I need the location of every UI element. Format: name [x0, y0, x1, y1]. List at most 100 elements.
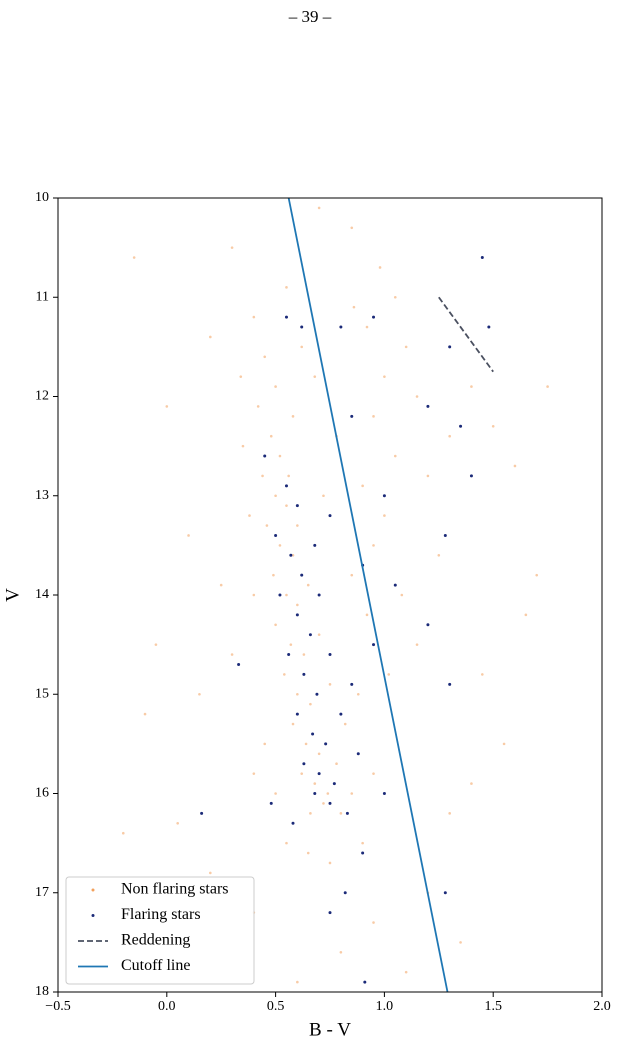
star-point: [313, 543, 317, 547]
star-point: [404, 970, 408, 974]
y-tick-label: 13: [35, 488, 49, 503]
star-point: [352, 305, 356, 309]
star-point: [365, 613, 369, 617]
star-point: [278, 544, 282, 547]
star-point: [313, 375, 317, 378]
star-point: [361, 841, 364, 845]
star-point: [317, 206, 321, 210]
star-point: [470, 385, 473, 388]
star-point: [350, 573, 354, 577]
star-point: [415, 643, 419, 646]
star-point: [278, 454, 282, 458]
star-point: [287, 474, 290, 478]
y-tick-label: 12: [35, 389, 49, 404]
star-point: [252, 593, 256, 597]
star-point: [317, 593, 321, 597]
star-point: [256, 405, 260, 408]
star-point: [328, 653, 332, 657]
y-tick-label: 10: [35, 190, 49, 205]
star-point: [328, 683, 332, 686]
star-point: [209, 335, 212, 339]
star-point: [426, 623, 430, 627]
star-point: [326, 792, 330, 795]
star-point: [302, 762, 306, 766]
star-point: [289, 643, 293, 646]
y-tick-label: 18: [35, 984, 49, 999]
star-point: [332, 782, 336, 786]
star-point: [165, 405, 169, 408]
star-point: [284, 484, 288, 488]
star-point: [296, 603, 299, 607]
star-point: [311, 732, 315, 736]
star-point: [315, 692, 319, 696]
star-point: [302, 672, 306, 676]
star-point: [317, 772, 321, 776]
star-point: [404, 345, 408, 349]
x-tick-label: 1.0: [376, 999, 394, 1014]
star-point: [524, 613, 528, 617]
star-point: [400, 593, 404, 597]
y-tick-label: 16: [35, 786, 49, 801]
star-point: [339, 951, 343, 954]
star-point: [372, 772, 375, 775]
star-point: [382, 494, 386, 498]
star-point: [378, 266, 382, 269]
star-point: [350, 414, 354, 418]
star-point: [328, 514, 332, 518]
star-point: [302, 653, 306, 656]
star-point: [198, 692, 201, 696]
star-point: [448, 434, 451, 438]
star-point: [284, 315, 288, 319]
star-point: [313, 782, 317, 785]
star-point: [272, 573, 275, 577]
star-point: [339, 325, 343, 329]
y-tick-label: 17: [35, 885, 49, 900]
star-point: [361, 484, 364, 488]
star-point: [309, 812, 312, 815]
star-point: [230, 246, 234, 249]
star-point: [309, 702, 312, 706]
star-point: [546, 385, 549, 388]
star-point: [393, 454, 397, 458]
star-point: [209, 871, 212, 875]
star-point: [339, 712, 343, 716]
star-point: [154, 643, 158, 646]
star-point: [535, 573, 539, 577]
star-point: [502, 742, 506, 746]
star-point: [350, 226, 354, 230]
x-tick-label: 2.0: [593, 999, 611, 1014]
x-tick-label: −0.5: [45, 999, 70, 1014]
star-point: [448, 345, 452, 349]
legend-label: Non flaring stars: [121, 881, 229, 898]
star-point: [481, 673, 484, 676]
star-point: [300, 772, 304, 775]
star-point: [200, 811, 204, 815]
star-point: [274, 792, 277, 795]
star-point: [263, 355, 267, 359]
star-point: [372, 315, 376, 319]
star-point: [513, 464, 517, 468]
star-point: [356, 752, 360, 756]
star-point: [219, 583, 223, 587]
star-point: [306, 851, 310, 855]
star-point: [350, 792, 354, 795]
star-point: [295, 712, 299, 716]
star-point: [459, 941, 462, 944]
star-point: [296, 524, 299, 527]
star-point: [448, 682, 452, 686]
star-point: [295, 504, 299, 508]
page-number: – 39 –: [288, 7, 332, 26]
star-point: [304, 742, 308, 746]
star-point: [339, 812, 343, 815]
star-point: [248, 514, 251, 517]
star-point: [291, 554, 295, 557]
star-point: [295, 613, 299, 617]
star-point: [387, 673, 391, 676]
star-point: [459, 424, 463, 428]
star-point: [437, 554, 441, 557]
star-point: [269, 434, 273, 438]
star-point: [285, 593, 288, 597]
star-point: [300, 325, 304, 329]
star-point: [296, 692, 299, 696]
